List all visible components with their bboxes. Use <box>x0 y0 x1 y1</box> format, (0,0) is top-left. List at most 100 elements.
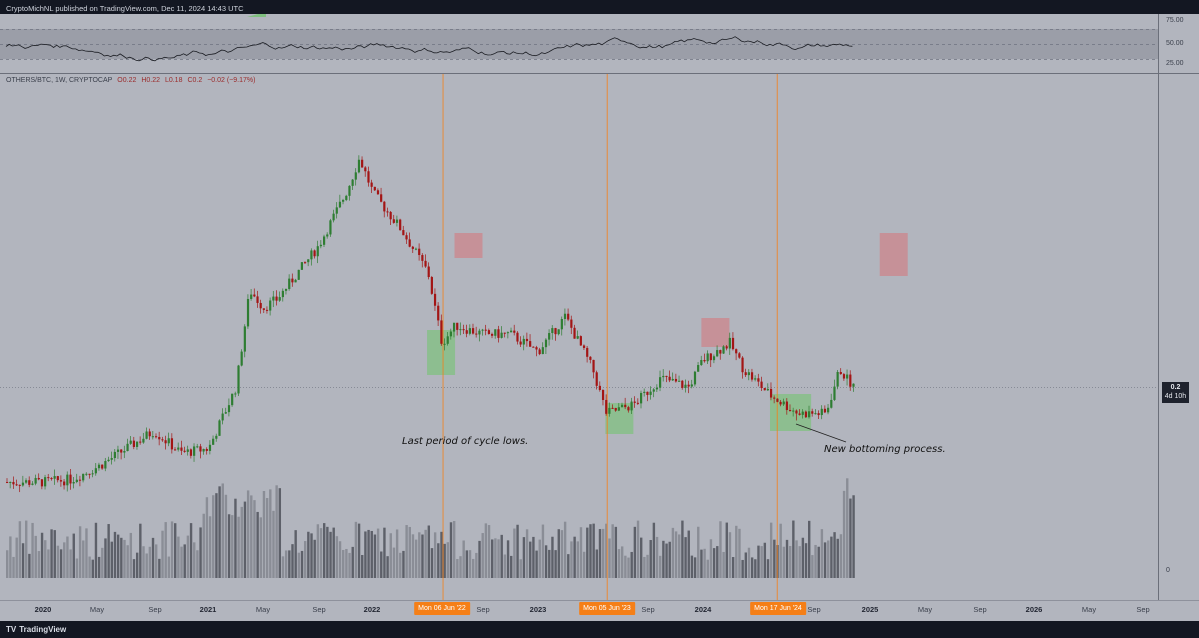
volume-bar <box>316 524 320 578</box>
candle-body <box>706 353 709 362</box>
candle-body <box>465 330 468 334</box>
candle-body <box>836 371 839 387</box>
candle-body <box>846 374 849 379</box>
candle-body <box>750 372 754 380</box>
candle-body <box>839 371 842 375</box>
volume-bar <box>272 510 275 578</box>
volume-bar <box>804 543 808 578</box>
candle-body <box>75 479 78 483</box>
candle-body <box>652 389 655 392</box>
volume-bar <box>763 542 767 578</box>
axis-label-sep-2020: Sep <box>148 605 162 614</box>
candle-body <box>139 441 142 443</box>
volume-bar <box>265 498 269 578</box>
volume-bar <box>411 534 415 578</box>
candle-body <box>59 480 63 482</box>
candle-body <box>370 182 373 187</box>
candle-body <box>345 195 348 200</box>
candle-body <box>392 219 395 223</box>
volume-bar <box>491 539 494 578</box>
marker-layer <box>442 74 778 600</box>
volume-bar <box>227 514 231 578</box>
candle-body <box>129 440 132 444</box>
volume-bar <box>617 549 621 578</box>
volume-bar <box>471 558 475 578</box>
candle-body <box>66 474 69 486</box>
axis-label-2020: 2020 <box>34 605 52 614</box>
volume-bar <box>548 549 551 578</box>
volume-bar <box>269 489 272 578</box>
candle-body <box>389 211 392 220</box>
candle-body <box>373 186 376 191</box>
volume-bar <box>186 535 190 578</box>
volume-bar <box>373 534 377 578</box>
candle-body <box>40 479 44 487</box>
candle-body <box>735 349 738 354</box>
volume-bar <box>129 532 133 578</box>
candle-body <box>646 391 649 395</box>
volume-bar <box>484 523 488 578</box>
tradingview-footer[interactable]: TV TradingView <box>6 625 66 634</box>
volume-bar <box>12 556 15 578</box>
candle-layer <box>6 155 855 493</box>
candle-body <box>310 250 313 260</box>
volume-bar <box>560 530 564 578</box>
volume-bar <box>259 517 262 578</box>
candle-body <box>579 336 582 346</box>
candle-body <box>18 484 21 486</box>
volume-bar <box>395 529 399 578</box>
candle-body <box>506 332 510 334</box>
candle-body <box>47 477 50 479</box>
volume-bar <box>750 557 754 578</box>
volume-bar <box>459 556 462 578</box>
candle-body <box>827 407 830 413</box>
volume-bar <box>21 543 25 578</box>
candle-body <box>633 401 636 403</box>
volume-bar <box>151 537 155 578</box>
volume-bar <box>582 551 586 578</box>
volume-bar <box>754 559 757 578</box>
candle-body <box>636 402 640 404</box>
candle-body <box>154 436 158 438</box>
volume-bar <box>199 527 202 578</box>
candle-body <box>801 411 804 415</box>
candle-body <box>418 248 421 256</box>
volume-bar <box>808 520 811 578</box>
candle-body <box>678 380 681 382</box>
volume-bar <box>624 555 627 578</box>
volume-bar <box>262 491 266 578</box>
volume-bar <box>291 544 294 578</box>
volume-bar <box>744 552 748 578</box>
candle-body <box>563 313 567 319</box>
volume-bar <box>782 546 786 578</box>
volume-bar <box>592 523 595 578</box>
volume-bar <box>63 542 66 578</box>
candle-body <box>69 474 72 484</box>
rsi-label-50: 50.00 <box>1166 40 1184 47</box>
candle-body <box>281 290 284 298</box>
volume-bar <box>123 539 126 578</box>
candle-body <box>421 255 424 261</box>
candle-body <box>123 451 126 453</box>
candle-body <box>15 484 18 486</box>
candle-body <box>278 297 281 301</box>
candle-body <box>769 388 773 398</box>
volume-bar <box>313 539 316 578</box>
volume-bar <box>798 546 801 578</box>
volume-bar <box>551 536 554 578</box>
candle-body <box>503 332 506 334</box>
volume-bar <box>468 550 472 578</box>
volume-bar <box>620 546 624 578</box>
candle-body <box>78 479 82 481</box>
candle-body <box>437 305 440 321</box>
candle-body <box>227 405 231 413</box>
volume-bar <box>154 544 158 578</box>
volume-bar <box>814 544 817 578</box>
candle-body <box>402 230 405 236</box>
candle-body <box>145 431 148 439</box>
candle-body <box>97 464 101 469</box>
candle-body <box>25 480 28 483</box>
candle-body <box>703 360 706 362</box>
volume-bar <box>827 540 830 578</box>
